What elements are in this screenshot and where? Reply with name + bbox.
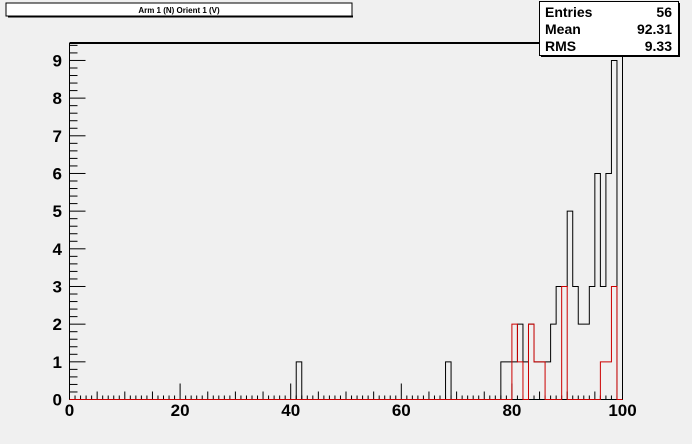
x-tick-label: 40 — [281, 401, 300, 420]
histogram-bin-1 — [545, 362, 551, 400]
y-tick-label: 8 — [53, 89, 62, 108]
histogram-bin-2 — [611, 286, 617, 399]
histogram-bin-1 — [573, 286, 579, 399]
histogram-bin-1 — [578, 324, 584, 399]
stats-box — [539, 1, 679, 56]
histogram-bin-1 — [506, 362, 512, 400]
stats-entries-value: 56 — [656, 4, 672, 20]
histogram-bin-2 — [534, 362, 540, 400]
y-tick-label: 9 — [53, 51, 62, 70]
y-tick-label: 3 — [53, 277, 62, 296]
stats-rms-value: 9.33 — [645, 38, 672, 54]
histogram-bin-1 — [589, 286, 595, 399]
histogram-series-2 — [69, 285, 623, 400]
histogram-bin-2 — [540, 362, 546, 400]
histogram-bin-1 — [446, 362, 452, 400]
histogram-bin-1 — [296, 362, 302, 400]
x-tick-label: 0 — [65, 401, 74, 420]
x-tick-label: 100 — [608, 401, 636, 420]
chart-title: Arm 1 (N) Orient 1 (V) — [138, 6, 220, 15]
stats-mean-label: Mean — [545, 21, 581, 37]
stats-mean-value: 92.31 — [637, 21, 672, 37]
histogram-bin-2 — [512, 324, 518, 399]
y-tick-label: 5 — [53, 202, 62, 221]
x-tick-label: 80 — [502, 401, 521, 420]
histogram-bin-1 — [551, 324, 557, 399]
histogram-bin-1 — [584, 324, 590, 399]
y-tick-label: 4 — [53, 240, 63, 259]
stats-entries-label: Entries — [545, 4, 593, 20]
histogram-bars — [69, 59, 623, 400]
histogram-bin-2 — [528, 324, 534, 399]
histogram-bin-2 — [562, 286, 568, 399]
x-tick-label: 20 — [171, 401, 190, 420]
histogram-bin-2 — [600, 362, 606, 400]
y-tick-label: 2 — [53, 315, 62, 334]
histogram-bin-2 — [517, 362, 523, 400]
histogram-bin-1 — [567, 211, 573, 399]
y-tick-label: 1 — [53, 353, 62, 372]
histogram-bin-1 — [501, 362, 507, 400]
y-tick-label: 0 — [53, 391, 62, 410]
histogram-bin-1 — [523, 362, 529, 400]
x-tick-label: 60 — [392, 401, 411, 420]
histogram-bin-1 — [595, 173, 601, 399]
y-tick-label: 7 — [53, 127, 62, 146]
y-tick-label: 6 — [53, 164, 62, 183]
stats-rms-label: RMS — [545, 38, 576, 54]
histogram-bin-2 — [606, 362, 612, 400]
histogram-bin-1 — [556, 286, 562, 399]
